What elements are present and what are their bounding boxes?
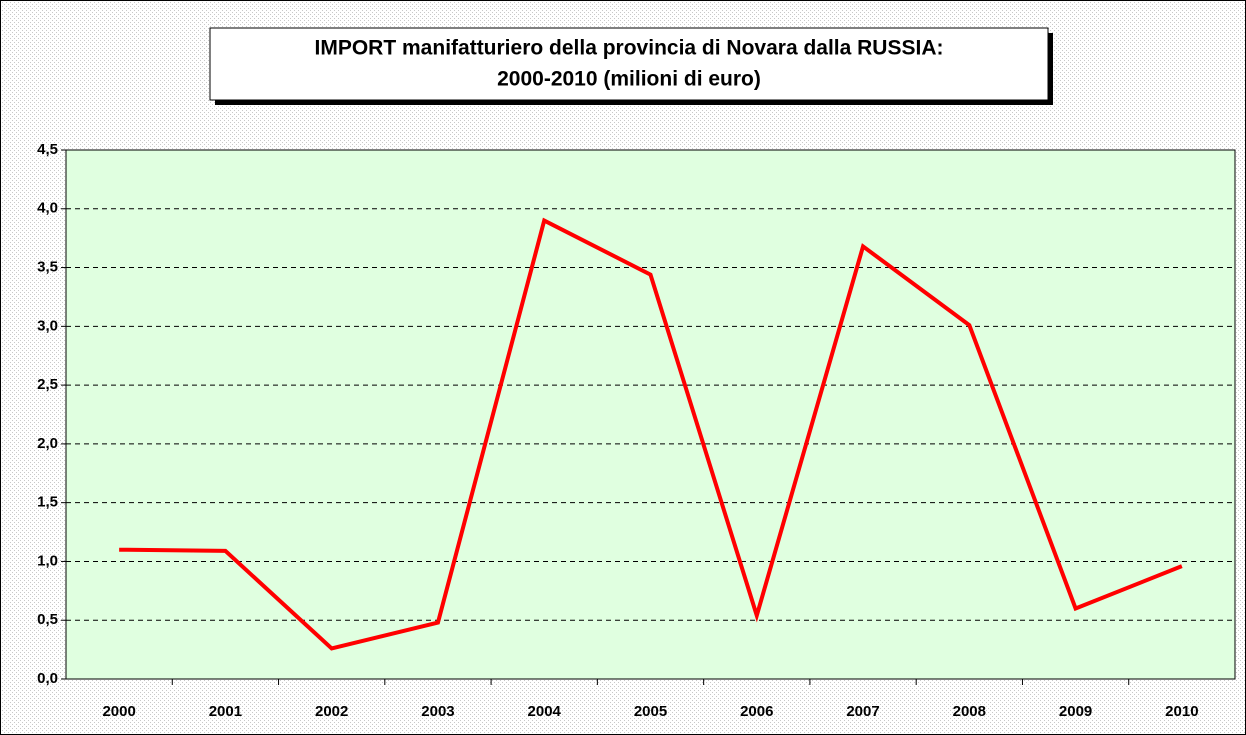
x-tick-label: 2010 (1165, 703, 1198, 720)
y-tick-label: 4,0 (37, 200, 58, 217)
x-tick-label: 2008 (953, 703, 986, 720)
x-tick-label: 2009 (1059, 703, 1092, 720)
y-tick-label: 0,5 (37, 611, 58, 628)
y-tick-label: 4,5 (37, 141, 58, 158)
x-tick-label: 2007 (846, 703, 879, 720)
y-tick-label: 2,0 (37, 435, 58, 452)
y-tick-label: 2,5 (37, 376, 58, 393)
y-tick-label: 1,5 (37, 494, 58, 511)
chart-title: 2000-2010 (milioni di euro) (497, 68, 761, 91)
y-tick-label: 3,0 (37, 317, 58, 334)
y-tick-label: 0,0 (37, 670, 58, 687)
chart-title: IMPORT manifatturiero della provincia di… (315, 37, 944, 60)
data-line (119, 217, 1183, 651)
plot-area (65, 149, 1236, 680)
y-tick-label: 3,5 (37, 259, 58, 276)
x-tick-label: 2001 (209, 703, 242, 720)
x-tick-label: 2000 (102, 703, 135, 720)
title-box (209, 27, 1049, 101)
y-tick-label: 1,0 (37, 552, 58, 569)
x-tick-label: 2006 (740, 703, 773, 720)
x-tick-label: 2002 (315, 703, 348, 720)
x-tick-label: 2003 (421, 703, 454, 720)
x-tick-label: 2005 (634, 703, 667, 720)
x-tick-label: 2004 (528, 703, 562, 720)
